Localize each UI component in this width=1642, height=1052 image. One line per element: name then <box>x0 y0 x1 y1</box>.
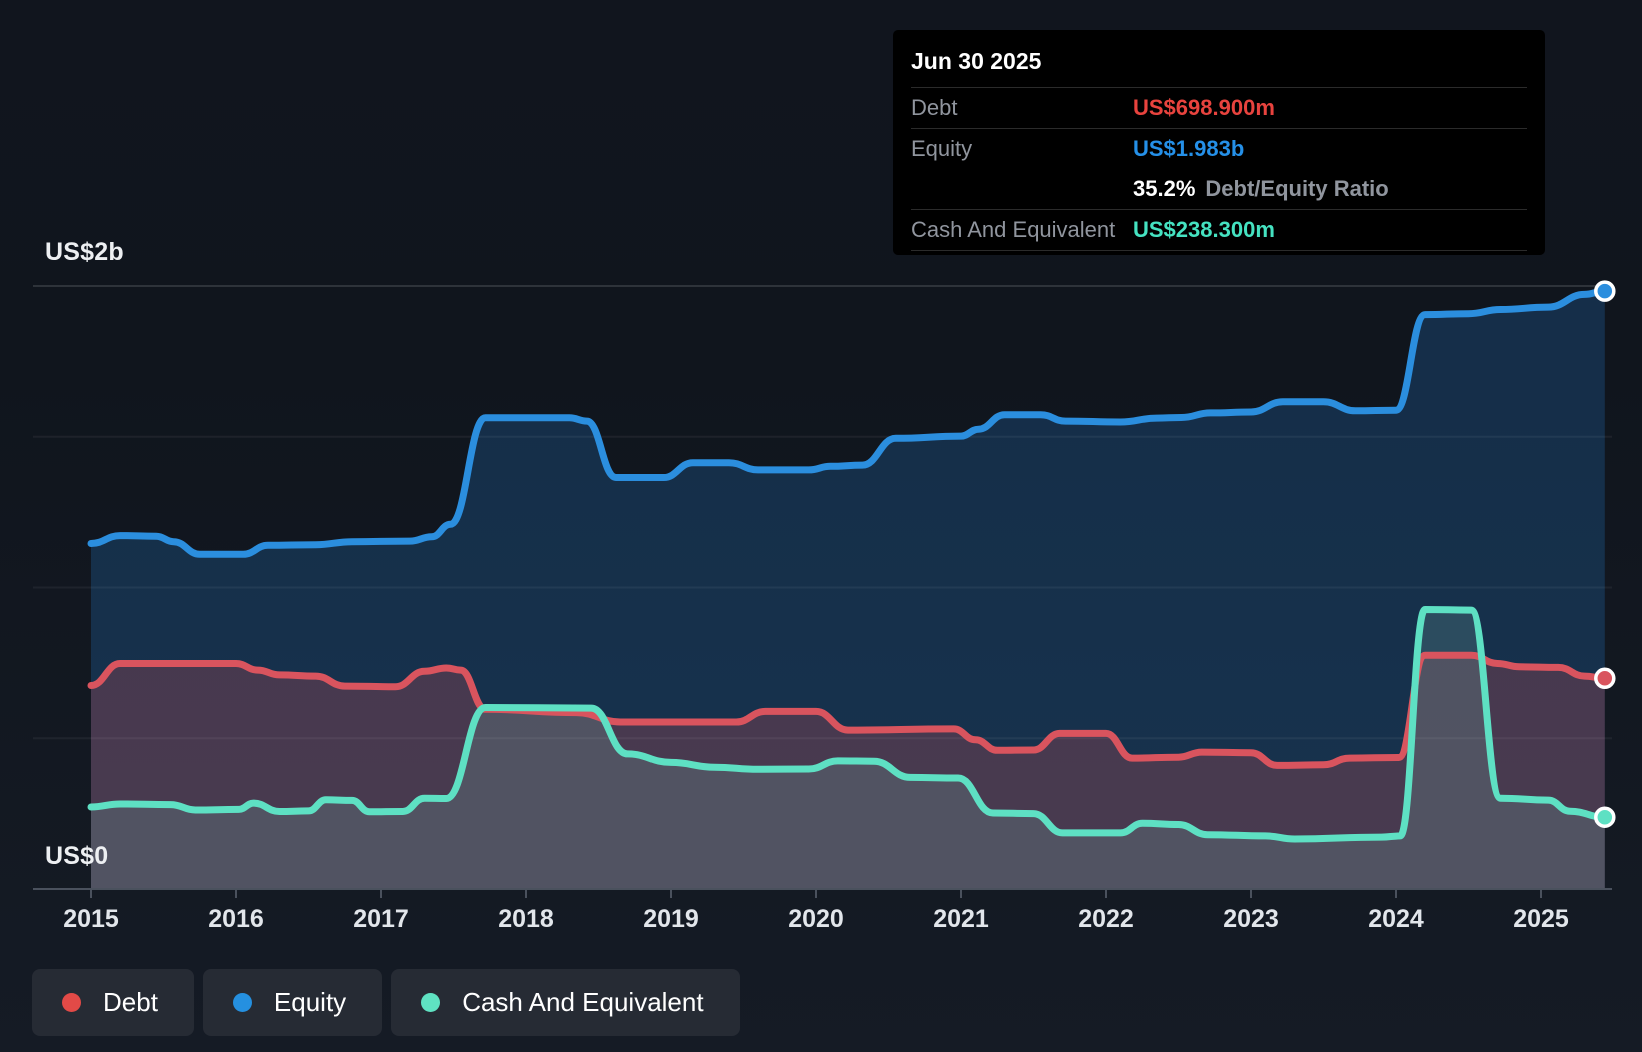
x-tick-label: 2024 <box>1368 905 1424 933</box>
x-tick-label: 2023 <box>1223 905 1279 933</box>
tooltip-ratio-value: 35.2% <box>1133 176 1195 201</box>
x-tick-label: 2022 <box>1078 905 1134 933</box>
tooltip-row-debt: Debt US$698.900m <box>911 87 1527 128</box>
end-marker-cash-and-equivalent[interactable] <box>1596 808 1614 826</box>
x-tick-label: 2017 <box>353 905 409 933</box>
chart-tooltip: Jun 30 2025 Debt US$698.900m Equity US$1… <box>893 30 1545 255</box>
x-tick-label: 2018 <box>498 905 554 933</box>
tooltip-debt-value: US$698.900m <box>1133 95 1275 121</box>
x-tick-label: 2016 <box>208 905 264 933</box>
end-marker-equity[interactable] <box>1596 282 1614 300</box>
equity-dot-icon <box>233 993 252 1012</box>
tooltip-ratio-label: Debt/Equity Ratio <box>1205 176 1388 201</box>
y-axis-label-bottom: US$0 <box>45 842 108 871</box>
x-tick-label: 2025 <box>1513 905 1569 933</box>
tooltip-row-ratio: 35.2% Debt/Equity Ratio <box>911 169 1527 209</box>
end-marker-debt[interactable] <box>1596 669 1614 687</box>
debt-equity-history-chart: 2015 2016 2017 2018 2019 2020 2021 2022 2023 2024… <box>0 0 1642 1052</box>
tooltip-cash-value: US$238.300m <box>1133 217 1275 243</box>
legend-item-cash[interactable]: Cash And Equivalent <box>391 969 739 1036</box>
tooltip-equity-label: Equity <box>911 136 1133 162</box>
x-tick-label: 2019 <box>643 905 699 933</box>
legend-item-debt[interactable]: Debt <box>32 969 194 1036</box>
tooltip-row-cash: Cash And Equivalent US$238.300m <box>911 209 1527 251</box>
tooltip-row-equity: Equity US$1.983b <box>911 128 1527 169</box>
cash-dot-icon <box>421 993 440 1012</box>
legend-equity-label: Equity <box>274 987 346 1018</box>
tooltip-debt-label: Debt <box>911 95 1133 121</box>
legend-item-equity[interactable]: Equity <box>203 969 382 1036</box>
x-tick-label: 2021 <box>933 905 989 933</box>
debt-dot-icon <box>62 993 81 1012</box>
x-tick-label: 2015 <box>63 905 119 933</box>
tooltip-date: Jun 30 2025 <box>911 40 1527 87</box>
y-axis-label-top: US$2b <box>45 238 124 267</box>
legend-cash-label: Cash And Equivalent <box>462 987 703 1018</box>
chart-legend: Debt Equity Cash And Equivalent <box>32 969 740 1036</box>
x-tick-label: 2020 <box>788 905 844 933</box>
tooltip-cash-label: Cash And Equivalent <box>911 217 1133 243</box>
tooltip-equity-value: US$1.983b <box>1133 136 1244 162</box>
legend-debt-label: Debt <box>103 987 158 1018</box>
